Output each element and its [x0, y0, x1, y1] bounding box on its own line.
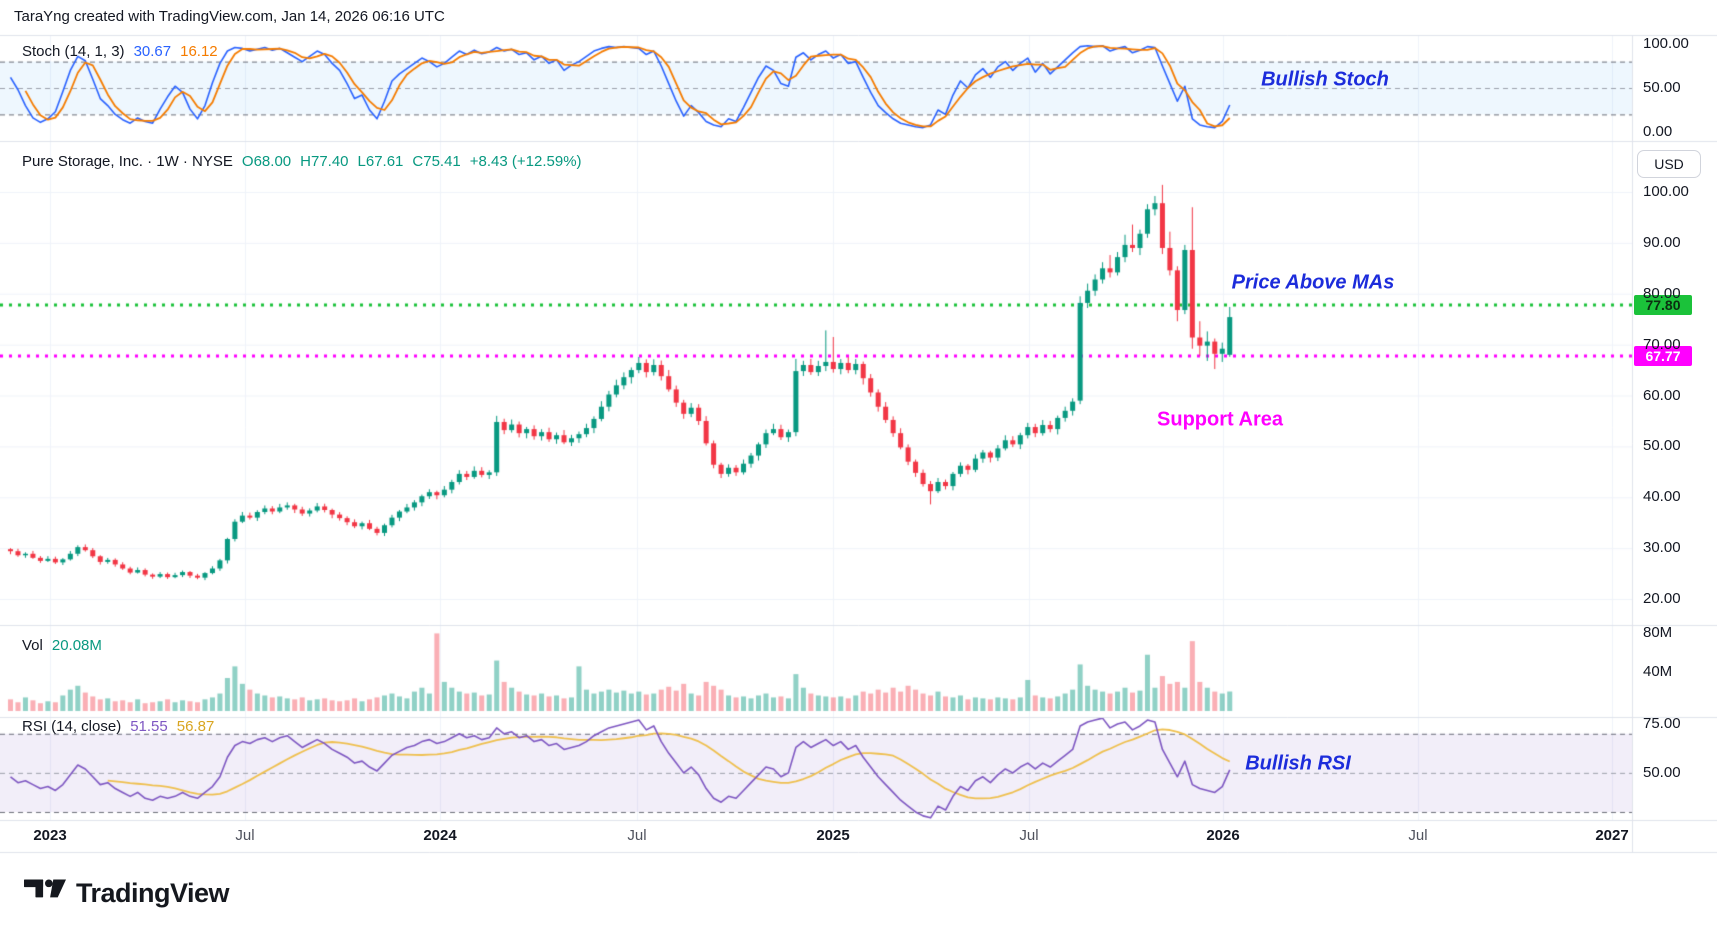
price-axis-label: 60.00	[1643, 386, 1681, 404]
rsi-axis-label: 50.00	[1643, 763, 1681, 781]
time-axis-label-2025[interactable]: 2025	[816, 827, 850, 844]
price-axis-label: 20.00	[1643, 590, 1681, 608]
attribution-text: TaraYng created with TradingView.com, Ja…	[14, 8, 445, 25]
support-price-badge: 67.77	[1634, 345, 1692, 366]
time-axis-label-2024[interactable]: 2024	[423, 827, 457, 844]
symbol-title: Pure Storage, Inc. · 1W · NYSE	[22, 153, 233, 170]
time-axis-label-jul[interactable]: Jul	[627, 827, 647, 844]
stoch-axis-label: 100.00	[1643, 35, 1689, 52]
stoch-axis-label: 0.00	[1643, 123, 1673, 140]
close-value: C75.41	[412, 153, 461, 170]
rsi-ma-value: 56.87	[176, 718, 215, 735]
tradingview-logo-text: TradingView	[76, 878, 230, 908]
time-axis-label-2027[interactable]: 2027	[1595, 827, 1629, 844]
stoch-k-value: 30.67	[133, 43, 172, 60]
bullish-rsi-annotation: Bullish RSI	[1245, 752, 1351, 775]
rsi-title: RSI (14, close)	[22, 718, 122, 735]
rsi-value: 51.55	[130, 718, 168, 735]
volume-title: Vol	[22, 637, 43, 654]
currency-usd-button[interactable]: USD	[1637, 150, 1701, 178]
resistance-price-badge: 77.80	[1634, 294, 1692, 315]
bullish-stoch-annotation: Bullish Stoch	[1261, 68, 1389, 91]
price-axis-label: 100.00	[1643, 183, 1689, 200]
low-value: L67.61	[357, 153, 404, 170]
price-axis-label: 80.00	[1643, 284, 1681, 302]
symbol-legend[interactable]: Pure Storage, Inc. · 1W · NYSE O68.00 H7…	[22, 153, 582, 170]
high-value: H77.40	[300, 153, 349, 170]
time-axis-label-jul[interactable]: Jul	[235, 827, 255, 844]
time-axis-label-2023[interactable]: 2023	[33, 827, 67, 844]
price-axis-label: 30.00	[1643, 539, 1681, 557]
time-axis-label-jul[interactable]: Jul	[1408, 827, 1428, 844]
time-axis-label-jul[interactable]: Jul	[1019, 827, 1039, 844]
volume-axis-label: 80M	[1643, 624, 1673, 642]
support-area-annotation: Support Area	[1157, 408, 1283, 431]
stoch-legend[interactable]: Stoch (14, 1, 3) 30.67 16.12	[22, 43, 218, 60]
stoch-axis-label: 50.00	[1643, 79, 1681, 96]
price-axis-label: 50.00	[1643, 437, 1681, 455]
price-axis-label: 90.00	[1643, 233, 1681, 251]
open-value: O68.00	[241, 153, 292, 170]
stoch-title: Stoch (14, 1, 3)	[22, 43, 125, 60]
volume-axis-label: 40M	[1643, 663, 1673, 681]
volume-value: 20.08M	[51, 637, 102, 654]
tradingview-footer[interactable]: TradingView	[24, 878, 230, 909]
rsi-axis-label: 75.00	[1643, 715, 1681, 732]
change-value: +8.43 (+12.59%)	[469, 153, 582, 170]
tradingview-logo-icon	[24, 878, 66, 909]
volume-legend[interactable]: Vol 20.08M	[22, 637, 102, 654]
price-axis-label: 40.00	[1643, 488, 1681, 506]
price-above-mas-annotation: Price Above MAs	[1231, 271, 1395, 294]
price-axis-label: 70.00	[1643, 335, 1681, 353]
stoch-d-value: 16.12	[180, 43, 218, 60]
time-axis-label-2026[interactable]: 2026	[1206, 827, 1240, 844]
rsi-legend[interactable]: RSI (14, close) 51.55 56.87	[22, 718, 214, 735]
